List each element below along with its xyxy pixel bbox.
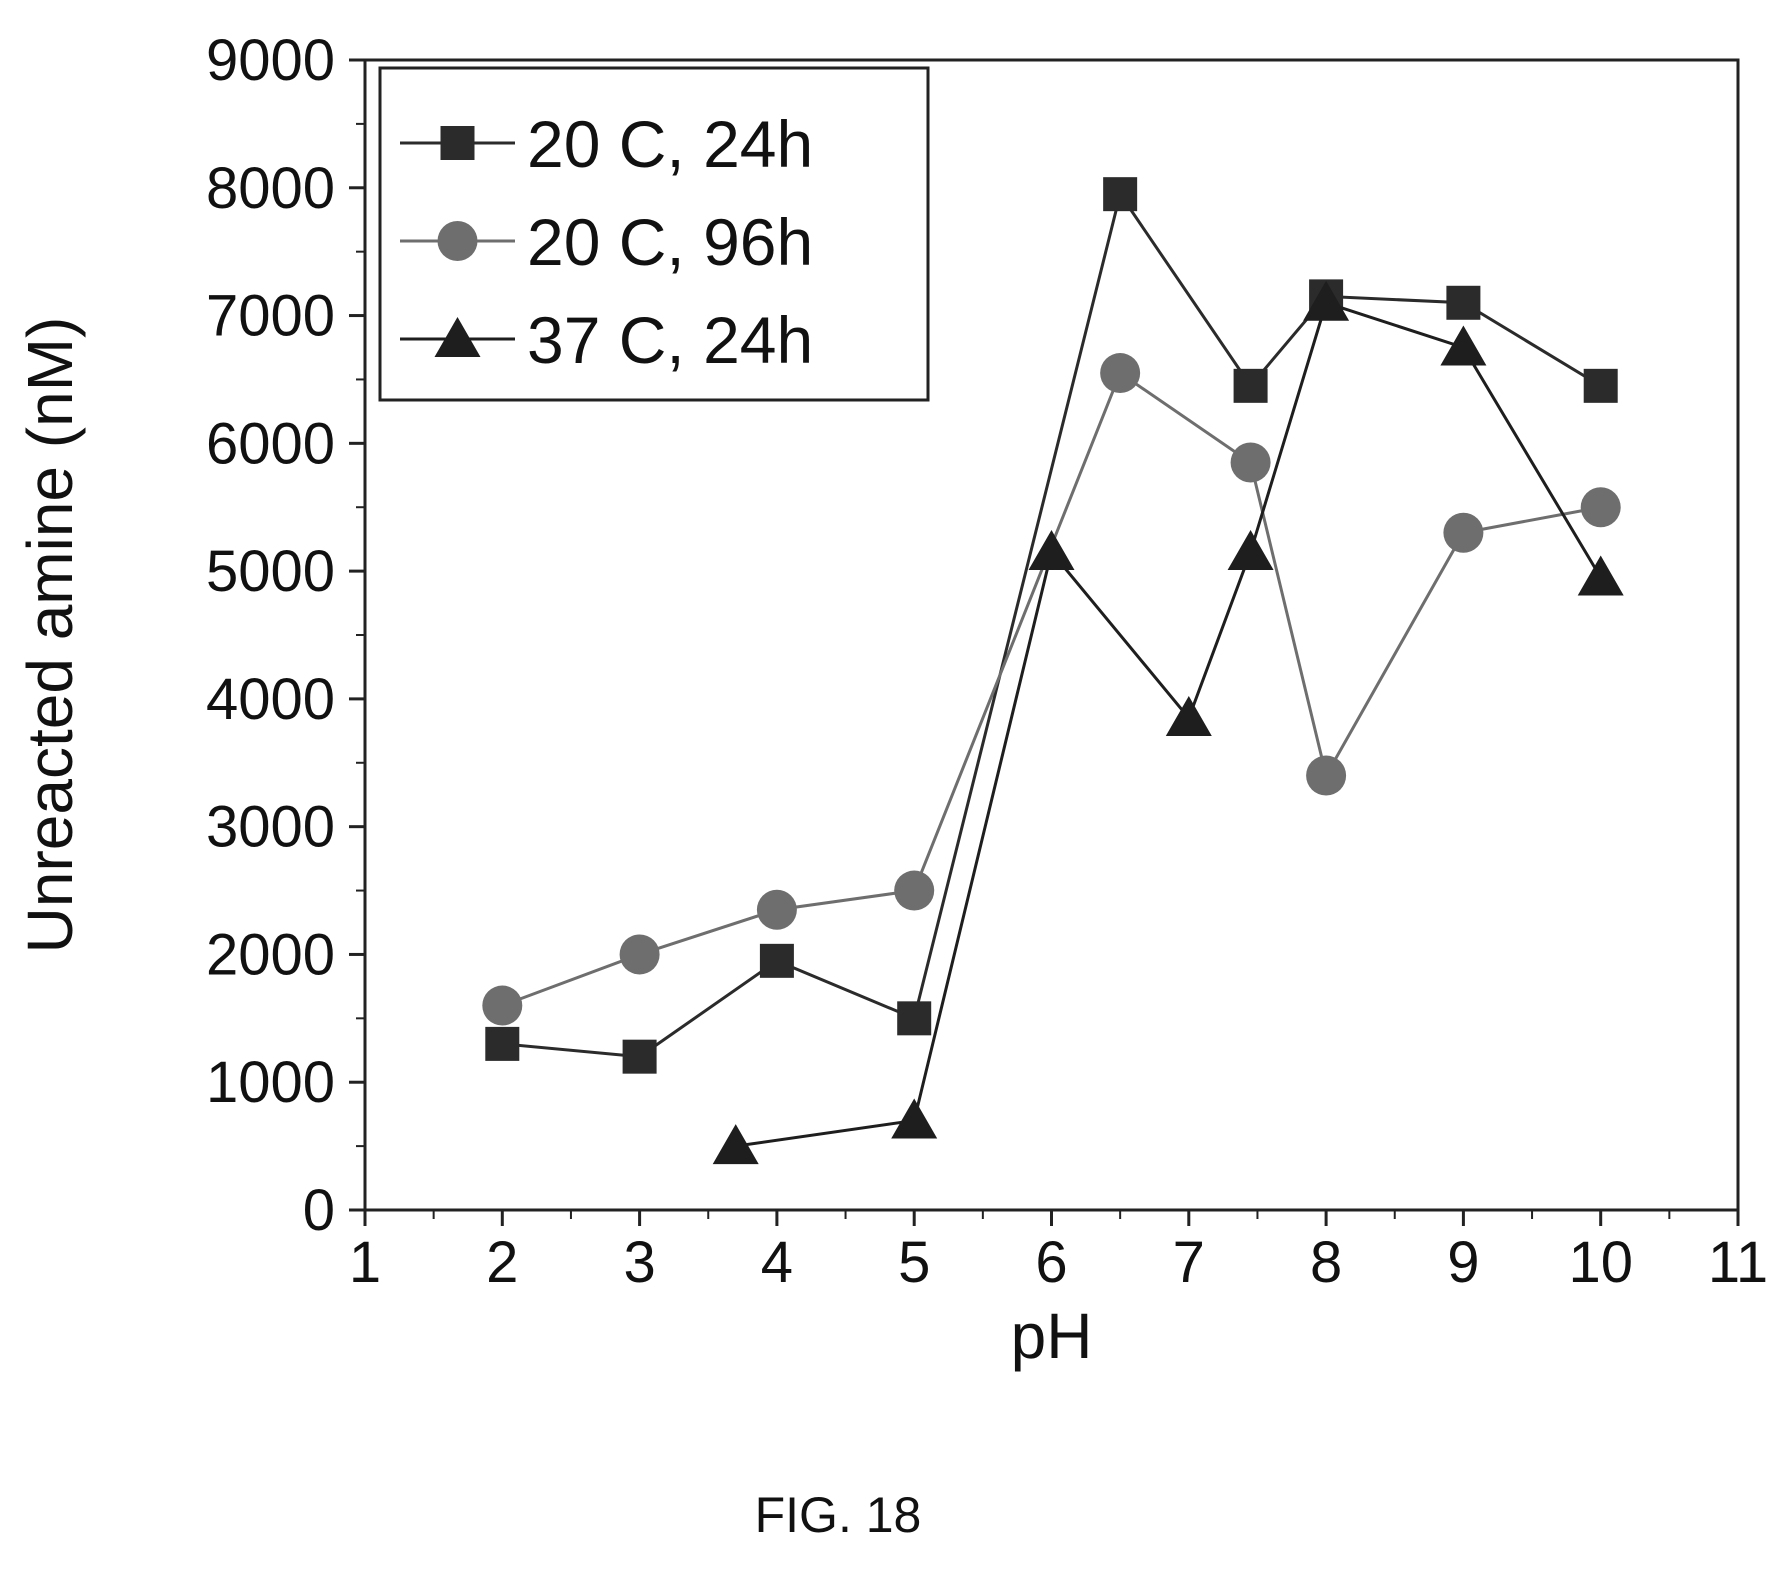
series-2-point bbox=[1443, 512, 1484, 553]
series-1-point bbox=[1583, 368, 1618, 403]
series-2-point bbox=[756, 889, 797, 930]
series-2 bbox=[482, 353, 1621, 1026]
y-tick-label: 6000 bbox=[206, 411, 335, 476]
y-tick-label: 4000 bbox=[206, 667, 335, 732]
series-1-point bbox=[759, 943, 794, 978]
x-tick-label: 11 bbox=[1708, 1230, 1768, 1295]
legend-swatch-marker bbox=[437, 221, 478, 261]
series-layer bbox=[482, 177, 1624, 1165]
x-axis-title: pH bbox=[1011, 1300, 1093, 1372]
y-tick-label: 1000 bbox=[206, 1050, 335, 1115]
series-3 bbox=[712, 280, 1624, 1165]
series-1-point bbox=[622, 1039, 657, 1074]
series-3-point bbox=[1165, 696, 1212, 737]
x-tick-label: 10 bbox=[1568, 1230, 1633, 1295]
series-2-point bbox=[1100, 353, 1141, 394]
x-tick-label: 1 bbox=[349, 1230, 381, 1295]
series-3-point bbox=[1227, 529, 1274, 570]
legend: 20 C, 24h 20 C, 96h 37 C, 24h bbox=[378, 66, 930, 402]
legend-swatch-marker bbox=[434, 317, 481, 357]
x-tick-label: 9 bbox=[1447, 1230, 1479, 1295]
legend-entry: 37 C, 24h bbox=[400, 303, 813, 377]
series-2-point bbox=[1580, 487, 1621, 528]
series-1-point bbox=[1103, 177, 1138, 212]
series-1-point bbox=[1233, 368, 1268, 403]
series-3-point bbox=[712, 1124, 759, 1165]
x-tick-label: 8 bbox=[1310, 1230, 1342, 1295]
legend-entry: 20 C, 24h bbox=[400, 107, 813, 181]
series-1-point bbox=[897, 1001, 932, 1036]
series-2-point bbox=[1230, 442, 1271, 483]
series-3-point bbox=[1440, 325, 1487, 366]
series-2-point bbox=[482, 985, 523, 1026]
legend-label: 20 C, 96h bbox=[527, 205, 813, 279]
x-tick-label: 5 bbox=[898, 1230, 930, 1295]
series-2-point bbox=[894, 870, 935, 911]
figure-caption: FIG. 18 bbox=[755, 1487, 922, 1543]
x-tick-label: 2 bbox=[486, 1230, 518, 1295]
series-2-point bbox=[1306, 755, 1347, 796]
y-tick-label: 9000 bbox=[206, 28, 335, 93]
y-axis-ticks: 0 1000 2000 3000 4000 5000 6000 7000 8000 9000 bbox=[206, 28, 365, 1243]
legend-label: 37 C, 24h bbox=[527, 303, 813, 377]
series-3-point bbox=[891, 1098, 938, 1139]
y-tick-label: 7000 bbox=[206, 284, 335, 349]
x-tick-label: 3 bbox=[623, 1230, 655, 1295]
x-tick-label: 4 bbox=[761, 1230, 793, 1295]
series-3-point bbox=[1577, 555, 1624, 596]
y-tick-label: 8000 bbox=[206, 156, 335, 221]
y-tick-label: 2000 bbox=[206, 922, 335, 987]
series-3-line bbox=[735, 300, 1602, 1148]
series-3-point bbox=[1028, 529, 1075, 570]
y-tick-label: 5000 bbox=[206, 539, 335, 604]
x-axis-ticks: 1 2 3 4 5 6 7 8 9 10 11 bbox=[349, 1210, 1768, 1295]
y-tick-label: 0 bbox=[303, 1178, 335, 1243]
legend-swatch-marker bbox=[440, 126, 475, 160]
series-2-point bbox=[619, 934, 660, 975]
legend-entry: 20 C, 96h bbox=[400, 205, 813, 279]
series-1-point bbox=[1446, 285, 1481, 320]
series-1-point bbox=[485, 1026, 520, 1061]
series-3-point bbox=[1303, 280, 1350, 321]
y-axis-title: Unreacted amine (nM) bbox=[14, 317, 86, 954]
x-tick-label: 7 bbox=[1173, 1230, 1205, 1295]
y-tick-label: 3000 bbox=[206, 795, 335, 860]
legend-label: 20 C, 24h bbox=[527, 107, 813, 181]
x-tick-label: 6 bbox=[1035, 1230, 1067, 1295]
